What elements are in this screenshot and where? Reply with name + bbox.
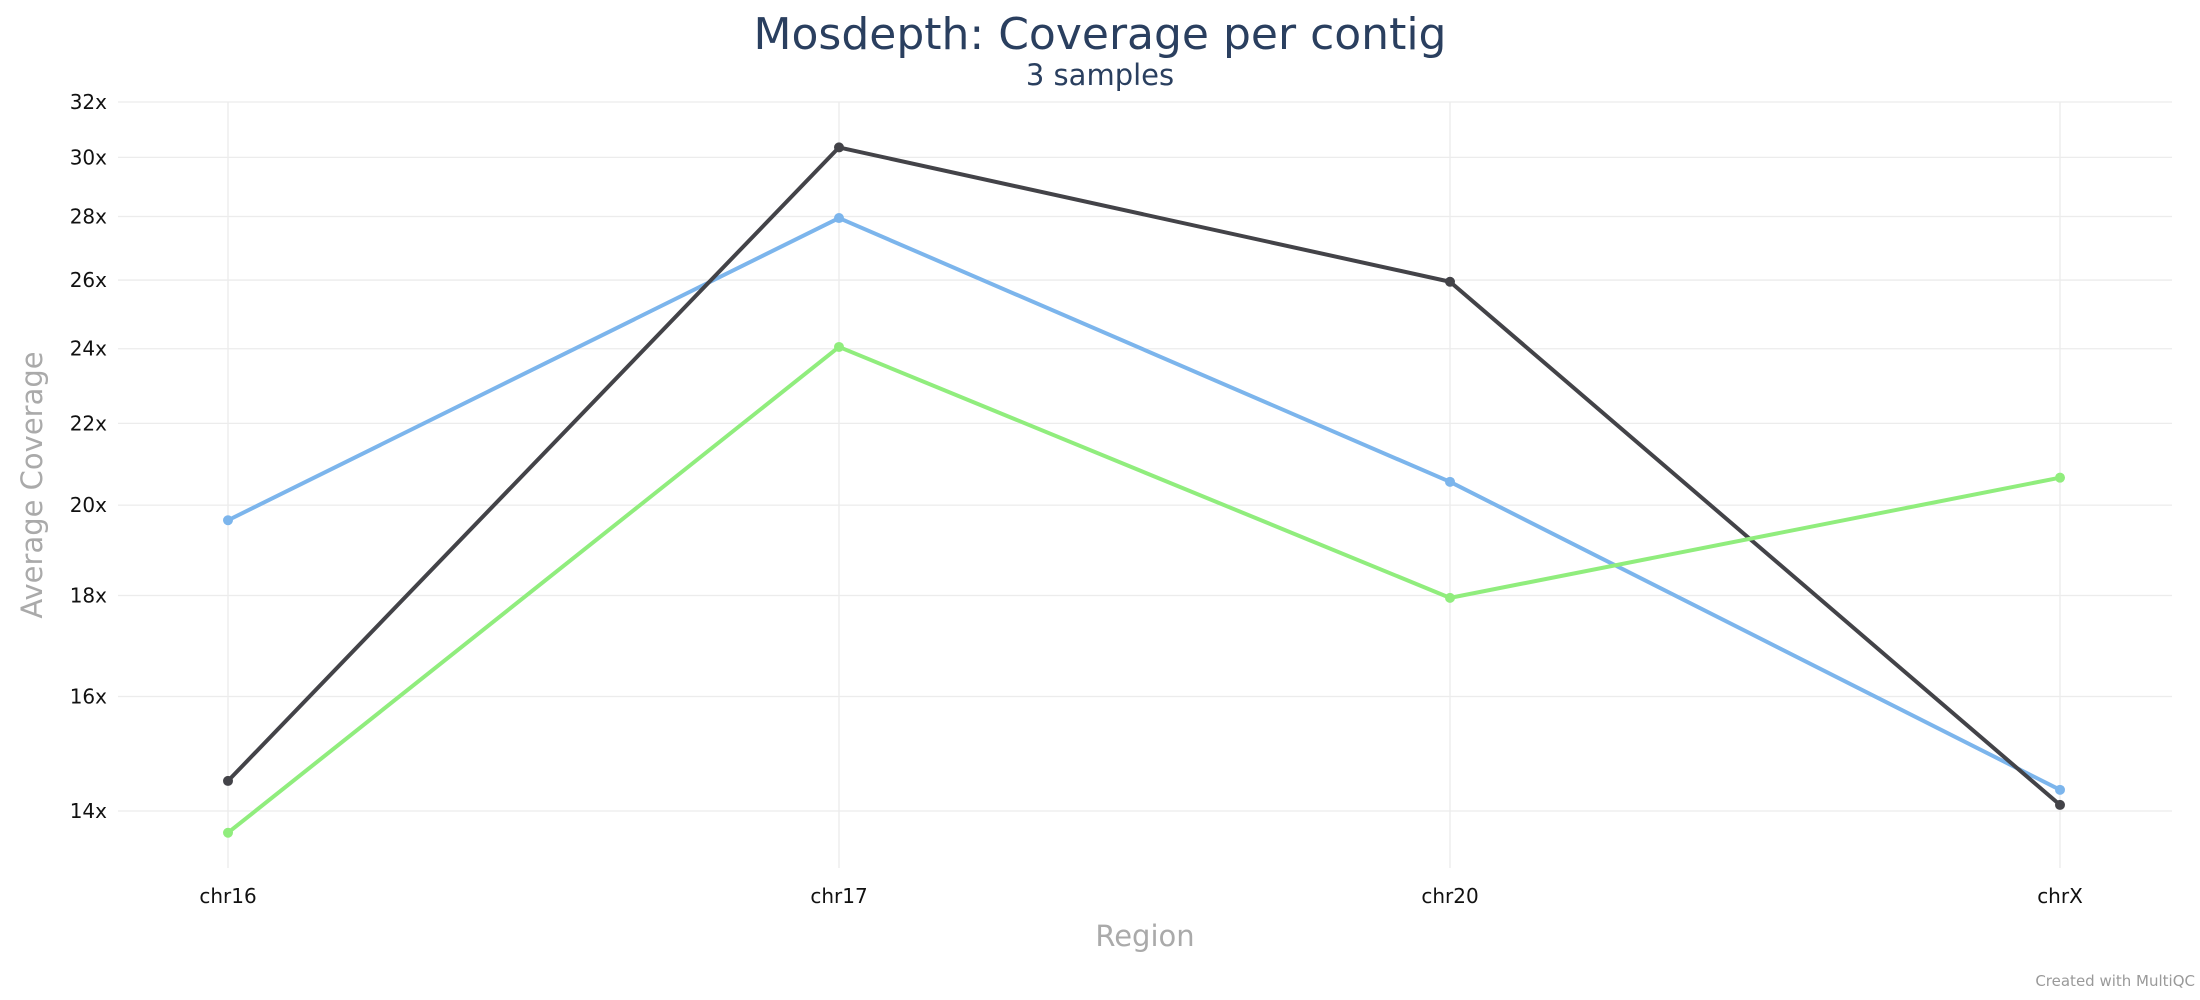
y-tick-label: 28x [70,205,107,229]
x-tick-label: chrX [2037,884,2083,908]
y-tick-label: 14x [70,799,107,823]
x-axis-ticks: chr16 chr17 chr20 chrX [199,884,2083,908]
y-tick-label: 16x [70,684,107,708]
series-line [226,216,2062,792]
y-tick-label: 32x [70,90,107,114]
x-axis-title: Region [1095,919,1194,953]
y-tick-label: 24x [70,337,107,361]
data-point[interactable] [2055,784,2065,795]
grid [118,101,2172,868]
x-tick-label: chr17 [810,884,867,908]
series-lines [223,142,2065,838]
series-1 [223,213,2065,795]
data-point[interactable] [834,142,844,153]
y-tick-label: 22x [70,411,107,435]
x-tick-label: chr20 [1421,884,1478,908]
x-tick-label: chr16 [199,884,256,908]
data-point[interactable] [223,515,233,526]
series-line [226,145,2062,807]
data-point[interactable] [223,775,233,786]
y-axis-ticks: 14x 16x 18x 20x 22x 24x 26x 28x 30x 32x [70,90,107,823]
y-axis-title: Average Coverage [15,351,49,618]
data-point[interactable] [834,213,844,224]
y-tick-label: 20x [70,493,107,517]
y-tick-label: 30x [70,145,107,169]
y-tick-label: 26x [70,268,107,292]
data-point[interactable] [223,827,233,838]
data-point[interactable] [1445,592,1455,603]
y-tick-label: 18x [70,583,107,607]
data-point[interactable] [834,341,844,352]
data-point[interactable] [1445,276,1455,287]
chart-title: Mosdepth: Coverage per contig [754,9,1447,60]
series-2 [223,142,2065,810]
series-3 [223,341,2065,838]
credit-text: Created with MultiQC [2035,972,2195,990]
chart-subtitle: 3 samples [1026,58,1174,92]
data-point[interactable] [2055,799,2065,810]
series-line [226,344,2062,835]
data-point[interactable] [2055,472,2065,483]
data-point[interactable] [1445,476,1455,487]
